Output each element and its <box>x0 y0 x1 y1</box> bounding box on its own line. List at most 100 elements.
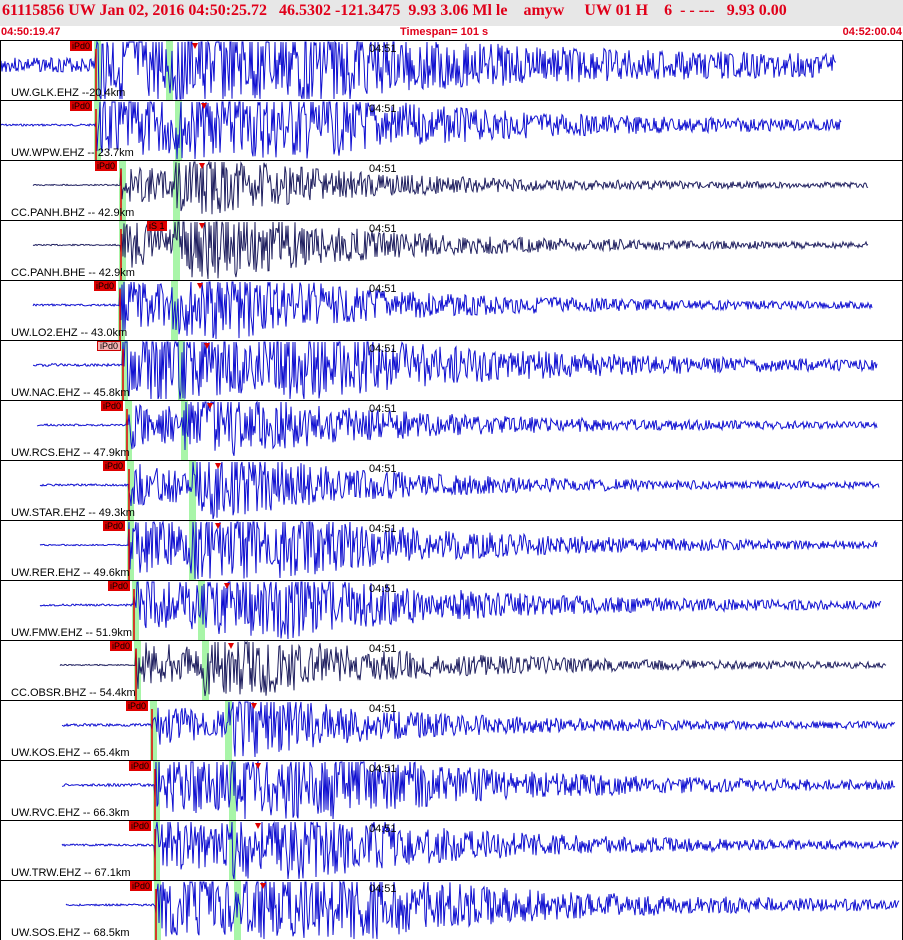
trace-panel[interactable]: iPd0 04:51 UW.WPW.EHZ -- 23.7km <box>0 100 903 160</box>
station-channel-label: UW.RVC.EHZ -- 66.3km <box>11 807 130 819</box>
seismogram-trace <box>39 461 880 520</box>
trace-panel[interactable]: iPd0 04:51 UW.TRW.EHZ -- 67.1km <box>0 820 903 880</box>
s-arrival-marker <box>255 823 261 829</box>
timespan-label: Timespan= 101 s <box>400 26 489 38</box>
s-arrival-marker <box>255 763 261 769</box>
s-arrival-marker <box>192 43 198 49</box>
s-arrival-marker <box>260 883 266 889</box>
start-time-label: 04:50:19.47 <box>1 26 61 38</box>
waveform-plot <box>36 401 878 460</box>
pick-tag[interactable]: iPd0 <box>70 101 93 111</box>
s-phase-band <box>225 701 232 760</box>
station-channel-label: UW.FMW.EHZ -- 51.9km <box>11 627 132 639</box>
s-arrival-marker <box>201 103 207 109</box>
pick-tag[interactable]: iPd0 <box>130 881 153 891</box>
waveform-plot <box>59 641 887 700</box>
pick-tag[interactable]: iPd0 <box>108 581 131 591</box>
minute-tick-label: 04:51 <box>369 583 397 595</box>
waveform-plot <box>32 341 878 400</box>
seismogram-trace <box>39 581 882 640</box>
s-arrival-marker <box>224 583 230 589</box>
station-channel-label: CC.PANH.BHZ -- 42.9km <box>11 207 135 219</box>
pick-tag[interactable]: iPd0 <box>103 461 126 471</box>
p-phase-band <box>154 881 161 940</box>
pick-tag[interactable]: iPd0 <box>126 701 149 711</box>
station-channel-label: UW.STAR.EHZ -- 49.3km <box>11 507 135 519</box>
p-phase-band <box>153 821 160 880</box>
waveform-plot <box>39 461 880 520</box>
s-phase-band <box>229 761 236 820</box>
minute-tick-label: 04:51 <box>369 223 397 235</box>
pick-tag[interactable]: iPd0 <box>94 281 117 291</box>
seismogram-trace <box>39 521 878 580</box>
minute-tick-label: 04:51 <box>369 523 397 535</box>
pick-tag[interactable]: iPd0 <box>129 761 152 771</box>
minute-tick-label: 04:51 <box>369 43 397 55</box>
pick-tag[interactable]: iPd0 <box>110 641 133 651</box>
trace-panel[interactable]: iPd0 04:51 UW.RCS.EHZ -- 47.9km <box>0 400 903 460</box>
trace-panel[interactable]: iPd0 04:51 UW.NAC.EHZ -- 45.8km <box>0 340 903 400</box>
s-phase-band <box>198 581 205 640</box>
minute-tick-label: 04:51 <box>369 283 397 295</box>
s-phase-band <box>173 221 180 280</box>
pick-tag[interactable]: iPd0 <box>97 341 122 351</box>
pick-tag[interactable]: iS 1 <box>147 221 167 231</box>
station-channel-label: CC.OBSR.BHZ -- 54.4km <box>11 687 136 699</box>
seismogram-trace <box>36 401 878 457</box>
p-phase-band <box>94 41 101 100</box>
waveform-plot <box>32 281 873 340</box>
trace-panel[interactable]: iPd0 04:51 UW.RVC.EHZ -- 66.3km <box>0 760 903 820</box>
minute-tick-label: 04:51 <box>369 103 397 115</box>
pick-tag[interactable]: iPd0 <box>129 821 152 831</box>
s-arrival-marker <box>199 223 205 229</box>
minute-tick-label: 04:51 <box>369 823 397 835</box>
seismogram-trace <box>61 761 896 820</box>
event-summary-text: 61115856 UW Jan 02, 2016 04:50:25.72 46.… <box>2 2 787 19</box>
waveform-plot <box>61 761 896 820</box>
waveform-plot <box>1 41 837 100</box>
time-axis-bar: 04:50:19.47 Timespan= 101 s 04:52:00.04 <box>0 26 903 40</box>
s-arrival-marker <box>228 643 234 649</box>
minute-tick-label: 04:51 <box>369 703 397 715</box>
end-time-label: 04:52:00.04 <box>842 26 902 38</box>
waveform-plot <box>39 521 878 580</box>
p-phase-band <box>132 581 139 640</box>
trace-panel[interactable]: iPd0 04:51 UW.FMW.EHZ -- 51.9km <box>0 580 903 640</box>
waveform-plot <box>32 221 869 280</box>
trace-panel[interactable]: iPd0 04:51 UW.SOS.EHZ -- 68.5km <box>0 880 903 940</box>
pick-tag[interactable]: iPd0 <box>103 521 126 531</box>
seismogram-trace <box>59 641 887 696</box>
pick-tag[interactable]: iPd0 <box>95 161 118 171</box>
p-phase-band <box>121 341 128 400</box>
minute-tick-label: 04:51 <box>369 163 397 175</box>
station-channel-label: UW.NAC.EHZ -- 45.8km <box>11 387 130 399</box>
waveform-plot <box>61 701 896 760</box>
p-phase-band <box>150 701 157 760</box>
seismogram-trace <box>61 821 900 880</box>
seismogram-trace <box>32 161 869 215</box>
p-phase-band <box>125 401 132 460</box>
trace-panel[interactable]: iPd0 04:51 CC.OBSR.BHZ -- 54.4km <box>0 640 903 700</box>
station-channel-label: UW.WPW.EHZ -- 23.7km <box>11 147 134 159</box>
waveform-plot <box>61 821 900 880</box>
trace-panel[interactable]: iPd0 04:51 UW.STAR.EHZ -- 49.3km <box>0 460 903 520</box>
p-phase-band <box>94 101 101 160</box>
station-channel-label: UW.KOS.EHZ -- 65.4km <box>11 747 130 759</box>
seismogram-trace <box>65 881 900 940</box>
trace-panel[interactable]: iPd0 04:51 UW.LO2.EHZ -- 43.0km <box>0 280 903 340</box>
p-phase-band <box>127 461 134 520</box>
waveform-plot <box>1 101 842 160</box>
event-header-bar: 61115856 UW Jan 02, 2016 04:50:25.72 46.… <box>0 0 903 28</box>
pick-tag[interactable]: iPd0 <box>70 41 93 51</box>
trace-panel[interactable]: iPd0 04:51 UW.KOS.EHZ -- 65.4km <box>0 700 903 760</box>
trace-panel[interactable]: iS 1 04:51 CC.PANH.BHE -- 42.9km <box>0 220 903 280</box>
station-channel-label: UW.LO2.EHZ -- 43.0km <box>11 327 128 339</box>
waveform-plot <box>39 581 882 640</box>
trace-panel[interactable]: iPd0 04:51 UW.GLK.EHZ --20.4km <box>0 40 903 100</box>
trace-panel[interactable]: iPd0 04:51 CC.PANH.BHZ -- 42.9km <box>0 160 903 220</box>
pick-tag[interactable]: iPd0 <box>101 401 124 411</box>
s-phase-band <box>166 41 173 100</box>
seismogram-trace <box>61 701 896 758</box>
trace-panel[interactable]: iPd0 04:51 UW.RER.EHZ -- 49.6km <box>0 520 903 580</box>
s-arrival-marker <box>197 283 203 289</box>
